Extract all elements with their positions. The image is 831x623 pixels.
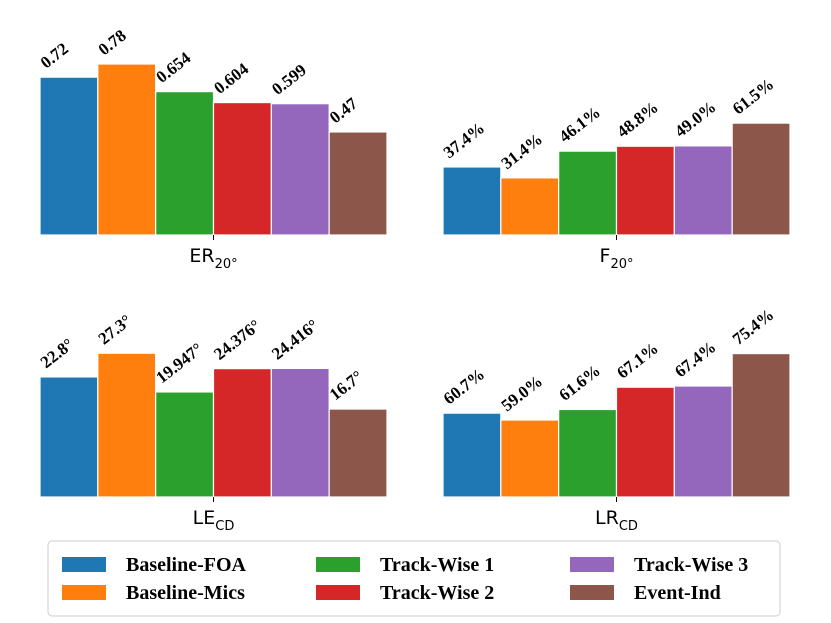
metric-label-le: LECD <box>193 507 235 534</box>
legend-swatch-1 <box>62 585 106 600</box>
bar-le-5 <box>328 408 388 498</box>
bar-lr-3 <box>615 386 675 498</box>
bar-f-3 <box>615 145 675 236</box>
metric-label-er: ER20° <box>189 245 237 272</box>
data-label-lr-0: 60.7% <box>440 365 489 409</box>
bar-le-1 <box>97 352 157 498</box>
legend-swatch-5 <box>570 585 614 600</box>
metric-subscript: CD <box>215 519 234 534</box>
data-label-le-5: 16.7° <box>326 367 367 404</box>
chart-panel-lr: 60.7% 59.0% 61.6%67.1% 67.4%75.4% LRCD <box>440 305 791 534</box>
legend-swatch-3 <box>316 585 360 600</box>
bar-le-0 <box>39 376 99 498</box>
data-label-le-3: 24.376° <box>210 316 264 364</box>
bar-er-5 <box>328 131 388 236</box>
bar-lr-5 <box>731 352 791 498</box>
data-label-lr-1: 59.0% <box>498 371 547 415</box>
data-label-le-4: 24.416° <box>268 316 322 364</box>
bar-le-2 <box>155 391 215 498</box>
bar-er-0 <box>39 76 99 236</box>
legend-label-1: Baseline-Mics <box>126 582 245 604</box>
metric-subscript: 20° <box>215 257 238 272</box>
bar-le-4 <box>270 367 330 498</box>
data-label-er-2: 0.654 <box>152 48 194 87</box>
bar-er-2 <box>155 91 215 236</box>
data-label-f-0: 37.4% <box>440 118 489 162</box>
bar-f-5 <box>731 122 791 236</box>
metric-name: LE <box>193 507 216 529</box>
metric-name: LR <box>595 507 619 529</box>
metric-name: ER <box>189 245 214 267</box>
bar-f-1 <box>500 177 560 236</box>
legend-swatch-0 <box>62 557 106 572</box>
legend-label-4: Track-Wise 3 <box>634 554 748 576</box>
metric-label-f: F20° <box>600 245 634 272</box>
bar-f-2 <box>558 150 618 236</box>
legend-label-2: Track-Wise 1 <box>380 554 494 576</box>
bar-er-1 <box>97 63 157 236</box>
bar-lr-4 <box>673 385 733 498</box>
data-label-le-1: 27.3° <box>95 311 136 348</box>
data-label-f-5: 61.5% <box>729 75 778 119</box>
data-label-lr-3: 67.1% <box>613 339 662 383</box>
legend-label-5: Event-Ind <box>634 582 721 604</box>
chart-panel-f: 37.4% 31.4%46.1% 48.8% 49.0%61.5% F20° <box>440 75 791 272</box>
data-label-er-0: 0.72 <box>37 39 72 72</box>
data-label-lr-4: 67.4% <box>671 337 720 381</box>
metric-subscript: CD <box>619 519 638 534</box>
data-label-er-3: 0.604 <box>210 59 252 98</box>
bar-er-3 <box>212 101 272 236</box>
data-label-f-4: 49.0% <box>671 97 720 141</box>
metric-label-lr: LRCD <box>595 507 638 534</box>
data-label-lr-2: 61.6% <box>555 361 604 405</box>
chart-panel-le: 22.8° 27.3° 19.947° 24.376° 24.416°16.7° LECD <box>37 311 388 534</box>
data-label-f-2: 46.1% <box>555 103 604 147</box>
data-label-lr-5: 75.4% <box>729 305 778 349</box>
bar-er-4 <box>270 103 330 236</box>
bar-lr-2 <box>558 408 618 498</box>
chart-panel-er: 0.72 0.78 0.654 0.604 0.599 0.47 ER20° <box>37 26 388 272</box>
metric-subscript: 20° <box>610 257 633 272</box>
data-label-er-5: 0.47 <box>326 94 362 128</box>
bar-lr-0 <box>442 412 502 498</box>
bar-f-4 <box>673 145 733 236</box>
data-label-f-3: 48.8% <box>613 98 662 142</box>
legend-swatch-4 <box>570 557 614 572</box>
data-label-er-4: 0.599 <box>268 60 310 99</box>
data-label-er-1: 0.78 <box>95 26 130 59</box>
chart-legend: Baseline-FOA Baseline-Mics Track-Wise 1 Tra… <box>47 540 781 617</box>
metric-name: F <box>600 245 611 267</box>
data-label-le-2: 19.947° <box>152 339 206 387</box>
bar-f-0 <box>442 166 502 236</box>
data-label-f-1: 31.4% <box>498 129 547 173</box>
data-label-le-0: 22.8° <box>37 335 78 372</box>
bar-le-3 <box>212 368 272 498</box>
legend-label-0: Baseline-FOA <box>126 554 247 576</box>
legend-frame <box>47 540 781 617</box>
bar-lr-1 <box>500 419 560 498</box>
legend-swatch-2 <box>316 557 360 572</box>
legend-label-3: Track-Wise 2 <box>380 582 494 604</box>
